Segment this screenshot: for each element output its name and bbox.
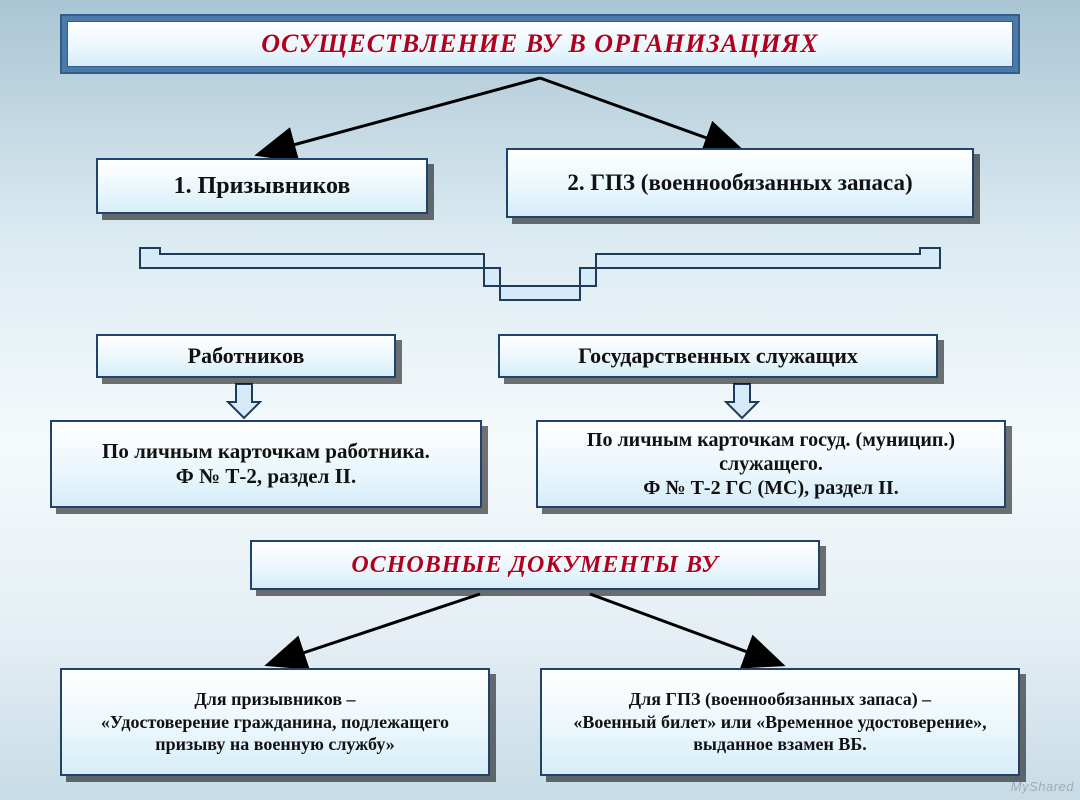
box-workers: Работников: [96, 334, 396, 378]
box-reserve: 2. ГПЗ (военнообязанных запаса): [506, 148, 974, 218]
box-doc-conscripts: Для призывников – «Удостоверение граждан…: [60, 668, 490, 776]
title-text: ОСУЩЕСТВЛЕНИЕ ВУ В ОРГАНИЗАЦИЯХ: [261, 29, 819, 59]
diagram-stage: ОСУЩЕСТВЛЕНИЕ ВУ В ОРГАНИЗАЦИЯХ 1. Призы…: [0, 0, 1080, 800]
box-civil-servants: Государственных служащих: [498, 334, 938, 378]
box-doc-reserve-label: Для ГПЗ (военнообязанных запаса) – «Воен…: [554, 688, 1006, 756]
box-worker-cards-label: По личным карточкам работника. Ф № Т-2, …: [102, 439, 430, 489]
box-civil-servants-label: Государственных служащих: [578, 343, 858, 369]
title-box: ОСУЩЕСТВЛЕНИЕ ВУ В ОРГАНИЗАЦИЯХ: [60, 14, 1020, 74]
watermark: MyShared: [1011, 779, 1074, 794]
box-workers-label: Работников: [188, 343, 305, 369]
box-worker-cards: По личным карточкам работника. Ф № Т-2, …: [50, 420, 482, 508]
box-servant-cards: По личным карточкам госуд. (муницип.) сл…: [536, 420, 1006, 508]
box-reserve-label: 2. ГПЗ (военнообязанных запаса): [567, 170, 912, 196]
box-conscripts: 1. Призывников: [96, 158, 428, 214]
subtitle-box: ОСНОВНЫЕ ДОКУМЕНТЫ ВУ: [250, 540, 820, 590]
subtitle-text: ОСНОВНЫЕ ДОКУМЕНТЫ ВУ: [351, 552, 718, 579]
box-conscripts-label: 1. Призывников: [174, 173, 351, 200]
box-servant-cards-label: По личным карточкам госуд. (муницип.) сл…: [550, 428, 992, 500]
box-doc-reserve: Для ГПЗ (военнообязанных запаса) – «Воен…: [540, 668, 1020, 776]
box-doc-conscripts-label: Для призывников – «Удостоверение граждан…: [74, 688, 476, 756]
